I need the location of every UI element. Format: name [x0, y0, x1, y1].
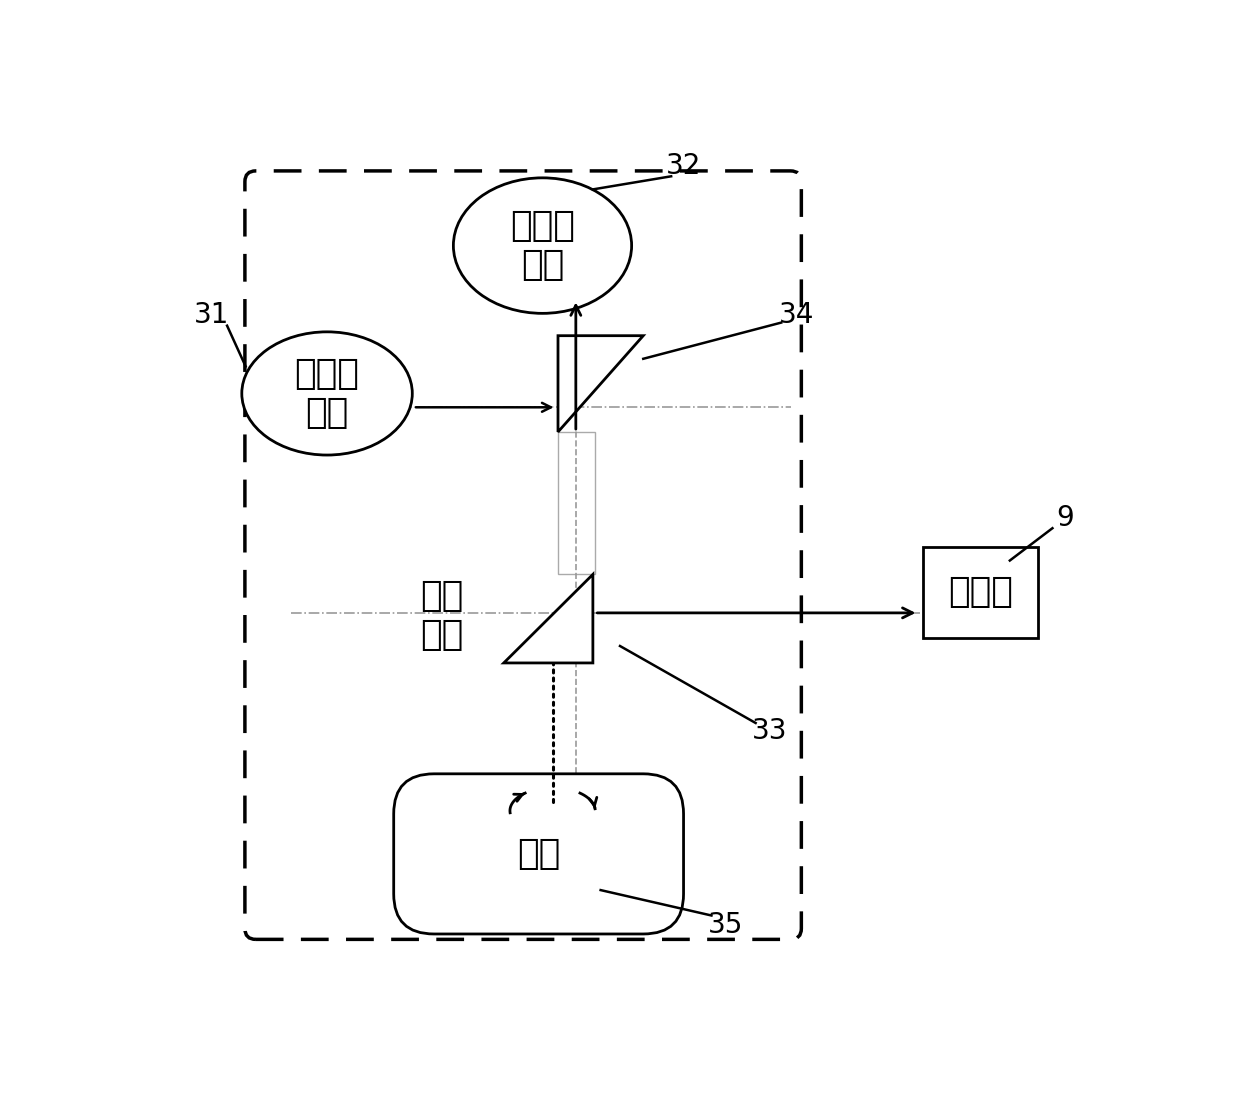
- Text: 32: 32: [666, 152, 702, 180]
- Text: 电机: 电机: [517, 837, 560, 871]
- Ellipse shape: [242, 331, 412, 455]
- Polygon shape: [503, 575, 593, 663]
- Ellipse shape: [454, 178, 631, 314]
- FancyBboxPatch shape: [394, 773, 683, 934]
- Text: 35: 35: [708, 911, 743, 939]
- Bar: [923, 546, 1038, 637]
- Text: 激光接
收器: 激光接 收器: [510, 208, 575, 282]
- Text: 旋转
镜面: 旋转 镜面: [420, 578, 464, 652]
- Text: 被测物: 被测物: [947, 575, 1013, 609]
- Text: 激光发
射器: 激光发 射器: [295, 357, 360, 430]
- Text: 31: 31: [193, 301, 229, 329]
- Polygon shape: [558, 336, 644, 432]
- Text: 9: 9: [1056, 505, 1075, 532]
- Text: 33: 33: [751, 717, 787, 746]
- Text: 34: 34: [779, 301, 815, 329]
- Bar: [558, 432, 595, 575]
